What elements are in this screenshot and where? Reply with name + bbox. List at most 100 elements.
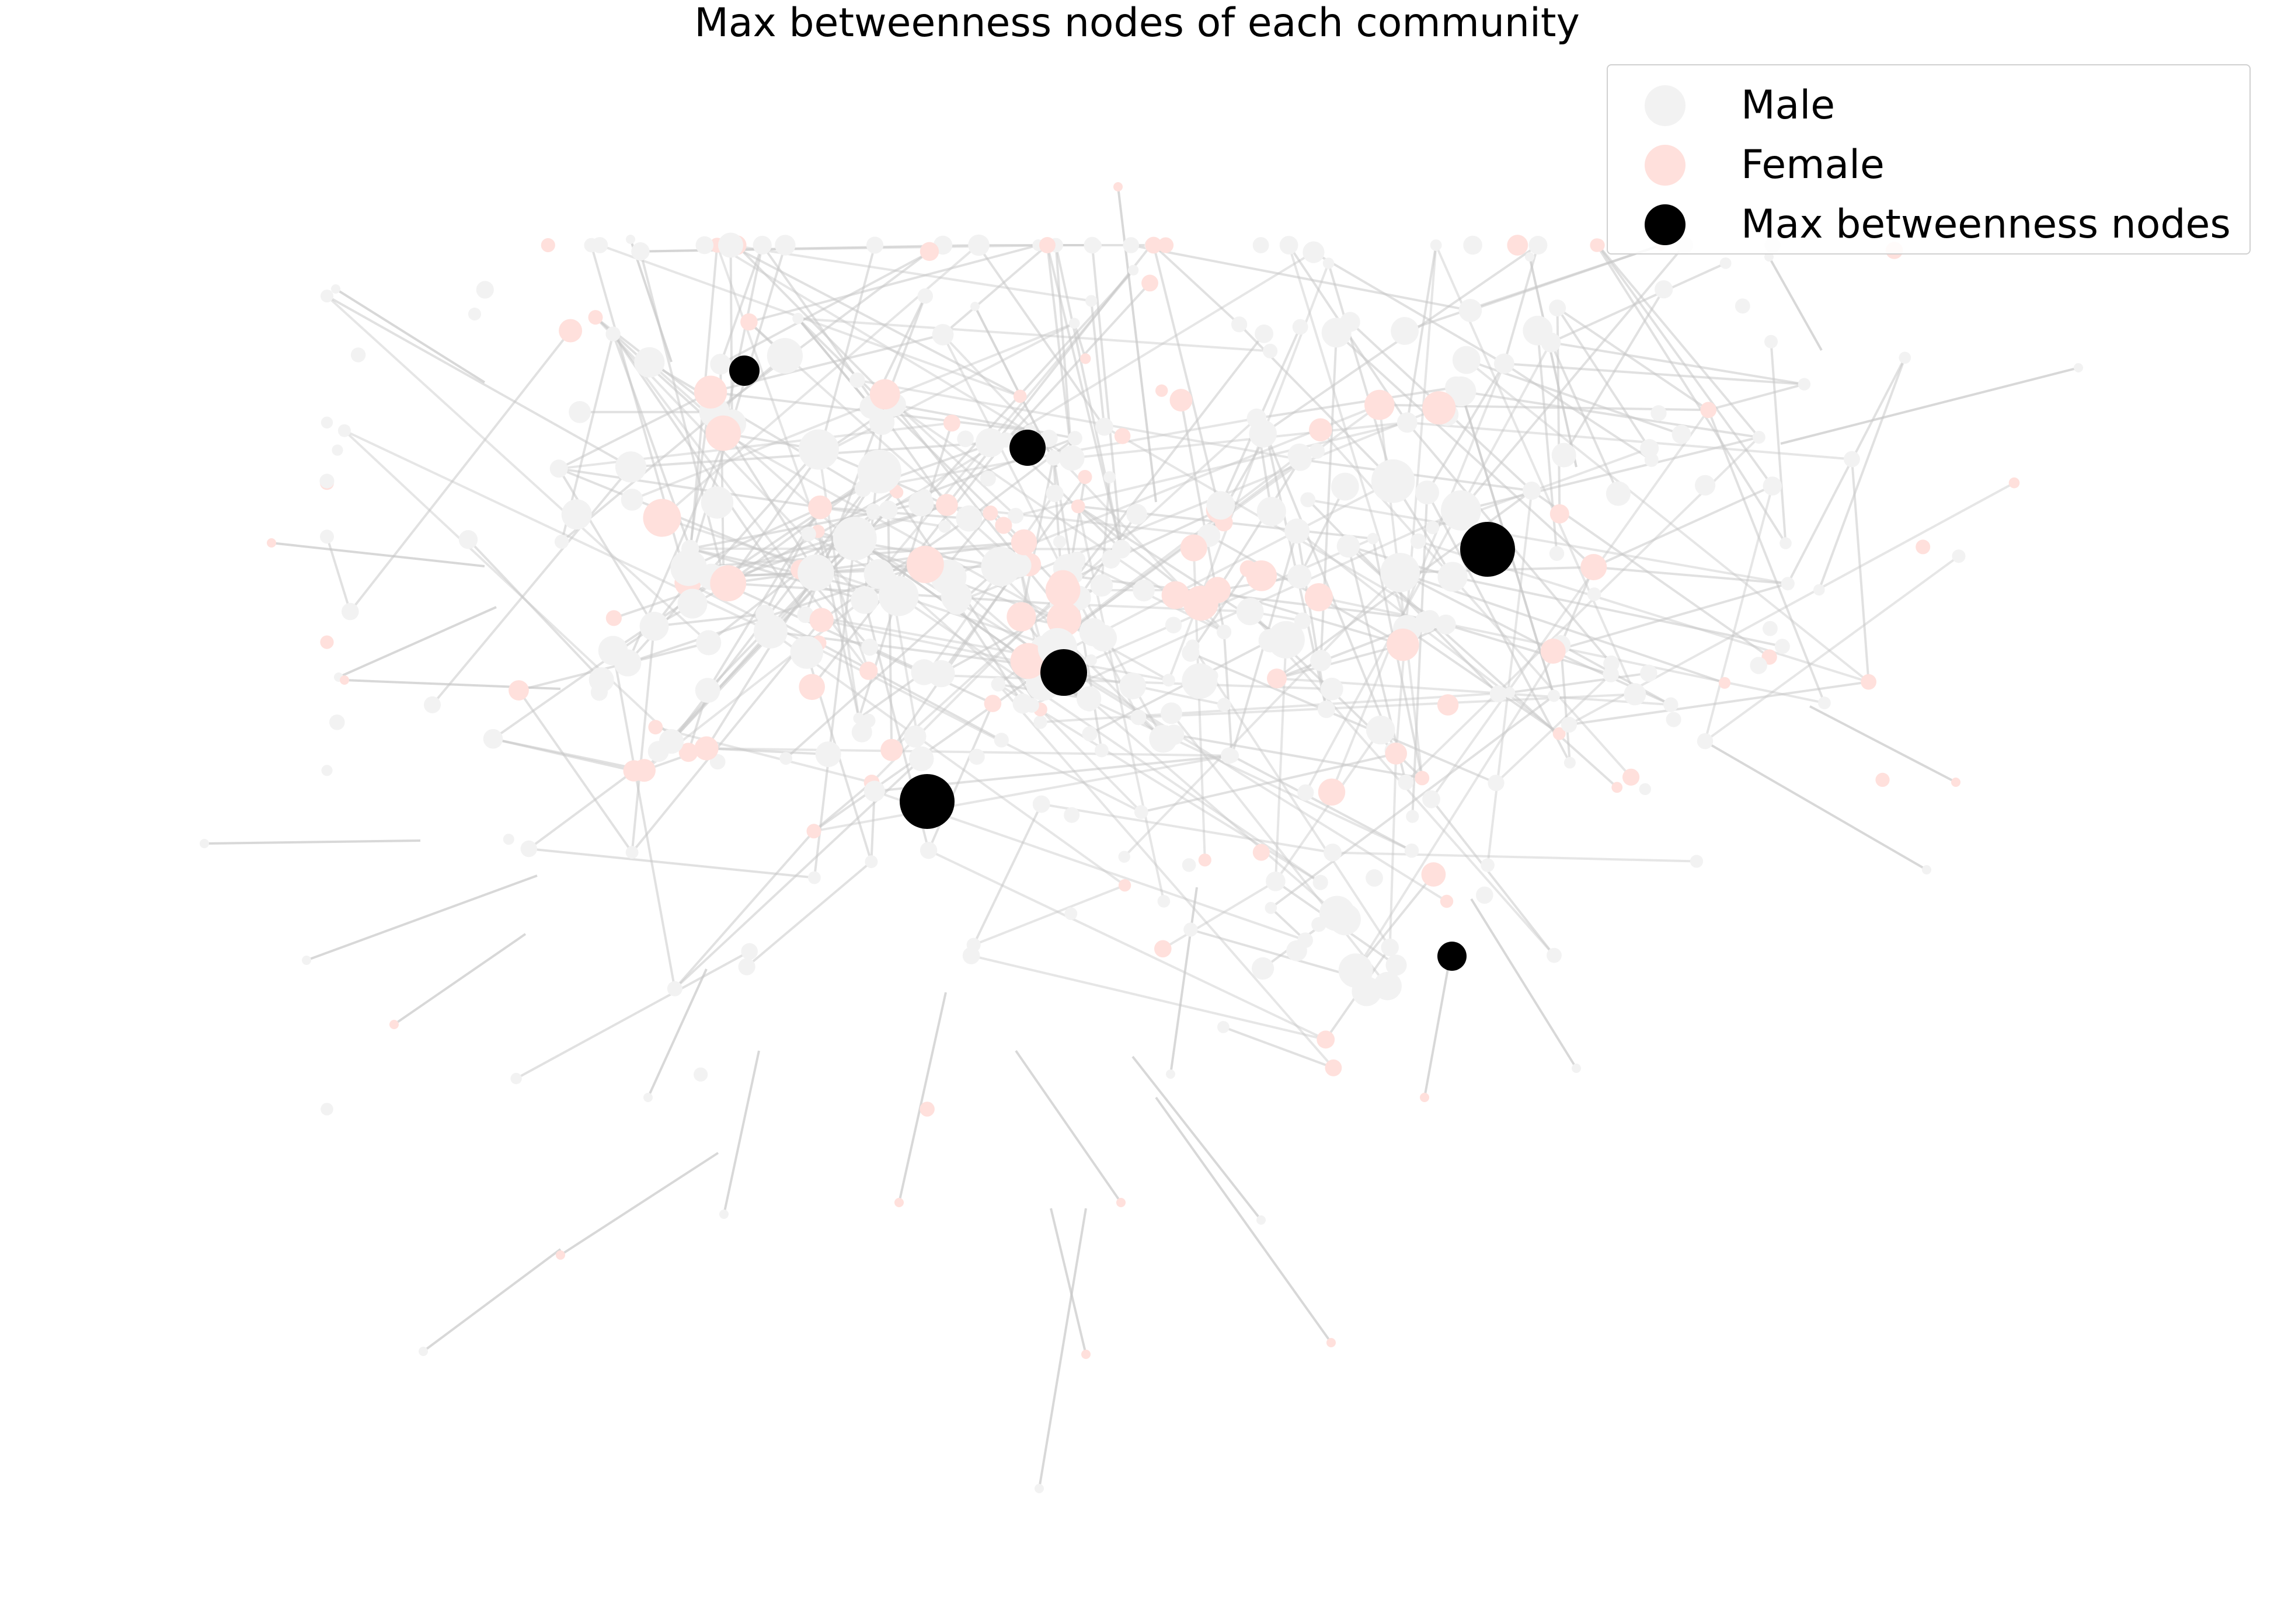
graph-edge [1131, 1055, 1262, 1221]
female-node [1080, 353, 1091, 364]
female-node [935, 494, 958, 516]
graph-edge [817, 449, 861, 719]
male-node [1549, 546, 1565, 561]
male-node [1697, 733, 1714, 750]
female-node [1415, 771, 1430, 786]
female-node [1155, 384, 1168, 397]
male-node [639, 612, 669, 641]
male-node [1206, 491, 1235, 520]
graph-edge [1091, 537, 1374, 661]
female-node [799, 674, 825, 701]
male-node [1320, 677, 1343, 701]
female-node [1861, 674, 1877, 690]
female-node [1169, 389, 1193, 412]
graph-edge [1597, 244, 1760, 438]
female-node [906, 545, 944, 583]
graph-edge [870, 791, 876, 862]
male-node [801, 527, 816, 542]
male-node [968, 234, 990, 256]
graph-edge [558, 467, 820, 509]
graph-edge [1319, 428, 1632, 778]
male-node [1452, 346, 1481, 374]
male-node [1279, 236, 1298, 255]
female-node [705, 415, 741, 451]
graph-edge [1231, 754, 1412, 852]
graph-nodes [200, 182, 2083, 1493]
graph-edge [1138, 693, 1635, 719]
graph-edge [1708, 383, 1805, 412]
male-node [1463, 235, 1482, 255]
male-node [1763, 476, 1782, 496]
graph-edge [716, 245, 870, 671]
male-node [1371, 459, 1415, 503]
graph-edge [516, 950, 750, 1080]
male-node [337, 424, 351, 437]
graph-edge [1015, 1050, 1122, 1204]
graph-edge [887, 251, 1314, 511]
pendant-node [2074, 363, 2083, 372]
male-node [1437, 562, 1468, 592]
male-node [1310, 650, 1332, 671]
male-node [1494, 353, 1514, 374]
pendant-node [719, 1210, 729, 1219]
female-node [859, 661, 878, 680]
graph-edge [1300, 458, 1532, 492]
male-node [1338, 953, 1373, 988]
male-node [1082, 726, 1098, 742]
male-node [1671, 424, 1691, 444]
male-node [1774, 639, 1790, 654]
legend-swatch-max-betweenness [1645, 204, 1686, 245]
male-node [1162, 674, 1175, 687]
male-node [1266, 872, 1286, 891]
graph-edge [306, 874, 538, 961]
graph-edge [1405, 436, 1760, 783]
male-node [321, 765, 333, 776]
graph-edge [1770, 341, 1787, 543]
male-node [1297, 784, 1314, 801]
female-node [1154, 940, 1172, 958]
graph-edge [730, 244, 1092, 302]
male-node [1366, 869, 1383, 887]
graph-edge [1040, 691, 1510, 724]
graph-edge [797, 318, 1025, 543]
graph-edge [1593, 485, 1773, 569]
graph-edge [856, 379, 1301, 461]
female-node [1611, 782, 1623, 793]
male-node [1128, 264, 1139, 276]
graph-edge [1407, 421, 1852, 461]
male-node [695, 236, 714, 255]
male-node [1165, 616, 1182, 634]
graph-edge [818, 322, 1075, 457]
male-node [753, 235, 772, 255]
graph-edge [727, 455, 820, 584]
female-node [1198, 853, 1211, 867]
male-node [510, 1072, 522, 1085]
male-node [1084, 236, 1101, 254]
male-node [1256, 497, 1286, 527]
male-node [1112, 539, 1131, 559]
male-node [1523, 482, 1541, 500]
graph-edge [1556, 306, 1709, 411]
graph-edge [1152, 244, 1240, 326]
graph-edge [338, 606, 497, 678]
graph-edge [326, 536, 351, 612]
male-node [1076, 686, 1102, 712]
male-node [1046, 450, 1061, 466]
male-node [1779, 537, 1792, 549]
male-node [1032, 795, 1050, 813]
male-node [969, 748, 985, 765]
graph-edge [612, 650, 676, 989]
male-node [1079, 618, 1108, 647]
female-node [1039, 237, 1056, 253]
female-node [943, 414, 960, 432]
male-node [1103, 471, 1116, 483]
female-node [1718, 677, 1731, 689]
male-node [569, 401, 591, 423]
pendant-node [1166, 1069, 1175, 1079]
pendant-node [1035, 1484, 1044, 1493]
graph-edge [1312, 251, 1505, 365]
graph-edge [1319, 332, 1338, 661]
male-node [815, 741, 841, 768]
graph-edge [558, 467, 817, 574]
female-node [710, 565, 747, 602]
